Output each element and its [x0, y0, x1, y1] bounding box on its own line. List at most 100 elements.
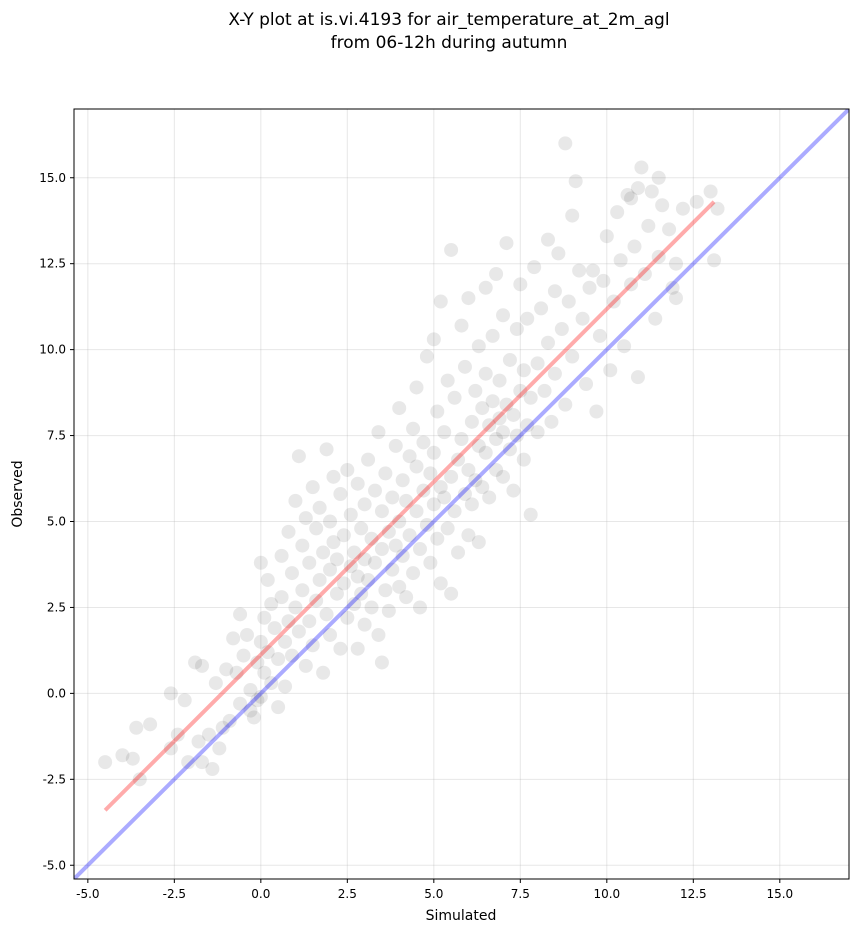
scatter-point	[298, 511, 313, 526]
scatter-point	[537, 383, 552, 398]
y-tick-label: -2.5	[43, 772, 66, 786]
scatter-point	[284, 566, 299, 581]
scatter-point	[492, 373, 507, 388]
scatter-point	[368, 483, 383, 498]
scatter-point	[357, 497, 372, 512]
scatter-point	[489, 432, 504, 446]
scatter-point	[489, 462, 504, 477]
scatter-point	[482, 490, 497, 505]
x-axis: -5.0 -2.5 0.0 2.5 5.0 7.5 10.0 12.5 15.0	[76, 879, 793, 901]
scatter-point	[371, 627, 386, 642]
scatter-point	[475, 401, 490, 416]
scatter-point	[357, 617, 372, 632]
scatter-point	[278, 679, 293, 694]
scatter-point	[527, 260, 542, 275]
scatter-point	[606, 294, 621, 309]
scatter-point	[250, 655, 265, 670]
y-tick-label: 5.0	[47, 515, 66, 529]
scatter-point	[530, 356, 545, 371]
scatter-point	[572, 263, 587, 278]
scatter-point	[246, 710, 261, 725]
scatter-point	[374, 542, 389, 556]
x-tick-label: 15.0	[766, 887, 793, 901]
scatter-point	[534, 301, 549, 316]
scatter-point	[540, 232, 555, 247]
scatter-point	[371, 425, 386, 440]
scatter-point	[412, 542, 427, 556]
scatter-point	[222, 713, 237, 728]
scatter-point	[648, 311, 663, 326]
grid-layer	[74, 109, 849, 879]
scatter-point	[665, 280, 680, 295]
scatter-point	[381, 524, 396, 539]
scatter-point	[641, 218, 656, 233]
scatter-point	[634, 160, 649, 175]
scatter-point	[471, 535, 486, 550]
scatter-point	[354, 586, 369, 601]
scatter-point	[496, 308, 511, 323]
scatter-point	[361, 572, 376, 587]
y-tick-label: -5.0	[43, 858, 66, 872]
scatter-point	[343, 559, 358, 574]
scatter-point	[516, 363, 531, 378]
y-tick-label: 0.0	[47, 686, 66, 700]
scatter-point	[340, 462, 355, 477]
scatter-point	[233, 607, 248, 622]
scatter-point	[409, 459, 424, 474]
scatter-point	[433, 576, 448, 591]
scatter-point	[343, 507, 358, 522]
scatter-point	[388, 438, 403, 453]
scatter-point	[444, 586, 459, 601]
scatter-point	[513, 277, 528, 292]
scatter-point	[499, 397, 514, 412]
scatter-point	[478, 445, 493, 460]
scatter-point	[271, 700, 286, 715]
scatter-point	[430, 531, 445, 546]
scatter-point	[170, 727, 185, 742]
scatter-point	[326, 535, 341, 550]
scatter-point	[312, 500, 327, 515]
scatter-point	[451, 545, 466, 560]
scatter-point	[523, 390, 538, 405]
scatter-point	[329, 552, 344, 567]
y-tick-label: 12.5	[39, 257, 66, 271]
scatter-point	[368, 555, 383, 570]
scatter-point	[319, 607, 334, 622]
scatter-point	[402, 449, 417, 464]
scatter-point	[132, 772, 147, 787]
scatter-point	[98, 755, 113, 770]
scatter-point	[340, 610, 355, 625]
scatter-point	[520, 311, 535, 326]
scatter-point	[253, 555, 268, 570]
scatter-point	[651, 249, 666, 264]
scatter-point	[323, 514, 338, 529]
scatter-point	[544, 414, 559, 429]
regression-line	[103, 200, 716, 812]
scatter-point	[630, 370, 645, 385]
scatter-point	[125, 751, 140, 766]
scatter-point	[471, 438, 486, 453]
scatter-point	[305, 638, 320, 653]
scatter-point	[392, 579, 407, 594]
one-to-one-line	[74, 109, 849, 879]
scatter-point	[312, 572, 327, 587]
scatter-point	[440, 373, 455, 388]
scatter-point	[212, 741, 227, 756]
scatter-point	[513, 383, 528, 398]
scatter-point	[444, 242, 459, 257]
scatter-point	[624, 277, 639, 292]
scatter-point	[430, 404, 445, 419]
scatter-point	[295, 583, 310, 598]
scatter-point	[489, 267, 504, 281]
scatter-point	[547, 366, 562, 381]
scatter-point	[336, 528, 351, 543]
scatter-point	[347, 545, 362, 560]
scatter-point	[585, 263, 600, 278]
scatter-point	[471, 339, 486, 354]
scatter-point	[354, 521, 369, 536]
scatter-point	[291, 624, 306, 639]
scatter-point	[426, 445, 441, 460]
scatter-point	[302, 555, 317, 570]
x-tick-label: 12.5	[680, 887, 707, 901]
x-tick-label: -5.0	[76, 887, 99, 901]
